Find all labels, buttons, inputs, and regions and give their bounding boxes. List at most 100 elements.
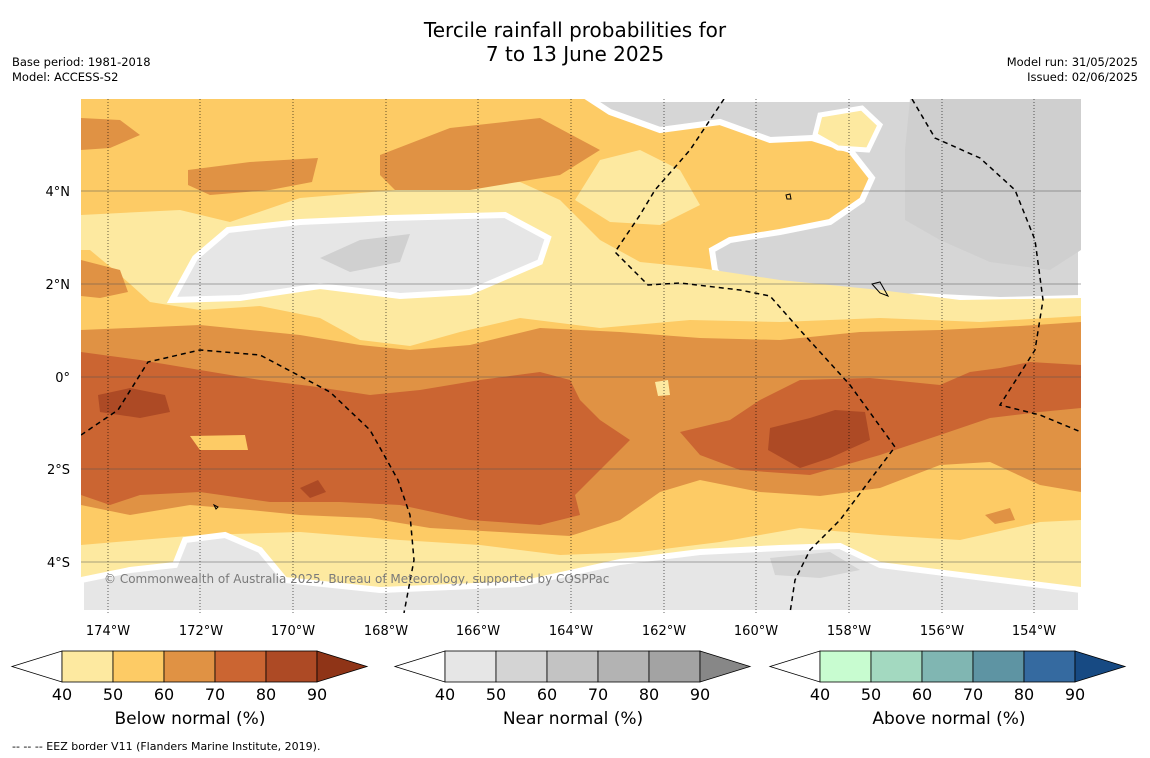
near-normal-core-north <box>905 99 1081 270</box>
lat-label-2s: 2°S <box>47 463 70 478</box>
colorbar-segment <box>819 650 872 683</box>
colorbar-title-above: Above normal (%) <box>872 709 1026 729</box>
islands <box>212 193 890 510</box>
colorbar-segment <box>61 650 114 683</box>
colorbar-tick-label: 80 <box>256 685 276 704</box>
colorbar-tick-label: 50 <box>486 685 506 704</box>
run-info: Model run: 31/05/2025 Issued: 02/06/2025 <box>1007 55 1138 85</box>
lat-label-4s: 4°S <box>47 556 70 571</box>
eez-border-west <box>81 349 415 613</box>
below-70-patch-n1 <box>188 158 318 195</box>
near-normal-core-west <box>320 234 410 272</box>
lat-label-0: 0° <box>55 371 70 386</box>
colorbar-above-normal: 40 50 60 70 80 90 <box>768 650 1127 704</box>
island-1 <box>871 281 890 297</box>
colorbar-left-arrow <box>393 650 446 683</box>
colorbar-segment <box>870 650 923 683</box>
lon-label-164w: 164°W <box>549 624 593 639</box>
eez-border-east <box>614 99 896 613</box>
below-normal-island <box>812 105 884 153</box>
colorbar-tick-label: 70 <box>205 685 225 704</box>
colorbar-near-normal: 40 50 60 70 80 90 <box>393 650 752 704</box>
latitude-gridlines <box>81 190 1081 563</box>
island-2 <box>785 193 792 200</box>
title-line-2: 7 to 13 June 2025 <box>485 42 665 66</box>
colorbar-segment <box>265 650 318 683</box>
colorbar-tick-label: 90 <box>1065 685 1085 704</box>
lat-label-4n: 4°N <box>46 185 71 200</box>
near-normal-core-south <box>770 552 860 578</box>
colorbar-tick-label: 90 <box>690 685 710 704</box>
colorbar-tick-label: 70 <box>588 685 608 704</box>
below-70-patch-n2 <box>380 118 600 190</box>
below-50-dot <box>655 380 670 396</box>
colorbar-segment <box>1023 650 1076 683</box>
colorbar-segment <box>648 650 701 683</box>
lon-label-166w: 166°W <box>456 624 500 639</box>
colorbar-tick-label: 40 <box>810 685 830 704</box>
colorbar-right-arrow <box>699 650 752 683</box>
below-90-patch-1 <box>98 388 170 418</box>
copyright-text: © Commonwealth of Australia 2025, Bureau… <box>104 572 609 586</box>
eez-legend-note: -- -- -- EEZ border V11 (Flanders Marine… <box>12 740 321 753</box>
colorbar-tick-label: 60 <box>912 685 932 704</box>
lon-label-172w: 172°W <box>179 624 223 639</box>
lon-label-154w: 154°W <box>1012 624 1056 639</box>
latitude-labels: 4°N 2°N 0° 2°S 4°S <box>46 185 71 571</box>
map-title: Tercile rainfall probabilities for 7 to … <box>0 18 1150 66</box>
model-info: Base period: 1981-2018 Model: ACCESS-S2 <box>12 55 151 85</box>
eez-border-far-east <box>911 99 1081 433</box>
lon-label-174w: 174°W <box>86 624 130 639</box>
below-60-patch <box>190 435 248 450</box>
lon-label-170w: 170°W <box>271 624 315 639</box>
lat-label-2n: 2°N <box>46 278 71 293</box>
longitude-labels: 174°W 172°W 170°W 168°W 166°W 164°W 162°… <box>86 624 1056 639</box>
colorbar-tick-label: 50 <box>861 685 881 704</box>
below-70-patch-w <box>81 260 128 298</box>
colorbar-tick-label: 50 <box>103 685 123 704</box>
below-90-patch-2 <box>768 410 870 468</box>
colorbar-segment <box>546 650 599 683</box>
island-3 <box>212 503 219 510</box>
colorbar-tick-label: 40 <box>52 685 72 704</box>
colorbar-left-arrow <box>10 650 63 683</box>
colorbar-segment <box>972 650 1025 683</box>
issued-date: Issued: 02/06/2025 <box>1027 70 1138 84</box>
colorbar-tick-label: 70 <box>963 685 983 704</box>
colorbar-right-arrow <box>1074 650 1127 683</box>
colorbar-tick-label: 60 <box>154 685 174 704</box>
colorbar-segment <box>597 650 650 683</box>
below-70-patch-nw <box>81 118 140 150</box>
model-name: Model: ACCESS-S2 <box>12 70 119 84</box>
colorbar-segment <box>495 650 548 683</box>
colorbar-tick-label: 80 <box>1014 685 1034 704</box>
colorbar-segment <box>163 650 216 683</box>
colorbar-tick-label: 60 <box>537 685 557 704</box>
colorbar-right-arrow <box>316 650 369 683</box>
colorbar-tick-label: 80 <box>639 685 659 704</box>
lon-label-168w: 168°W <box>364 624 408 639</box>
lon-label-162w: 162°W <box>642 624 686 639</box>
title-line-1: Tercile rainfall probabilities for <box>423 18 727 42</box>
eez-borders <box>81 99 1081 613</box>
below-80-core-west <box>81 352 630 525</box>
lon-label-160w: 160°W <box>734 624 778 639</box>
below-70-patch-se <box>985 508 1015 524</box>
colorbar-below-normal: 40 50 60 70 80 90 <box>10 650 369 704</box>
lon-label-158w: 158°W <box>827 624 871 639</box>
lon-label-156w: 156°W <box>920 624 964 639</box>
below-90-patch-3 <box>300 480 326 498</box>
colorbar-segment <box>112 650 165 683</box>
colorbar-tick-label: 40 <box>435 685 455 704</box>
probability-field <box>81 99 1081 613</box>
colorbar-title-near: Near normal (%) <box>502 709 644 729</box>
colorbar-title-below: Below normal (%) <box>114 709 266 729</box>
colorbar-tick-label: 90 <box>307 685 327 704</box>
model-run: Model run: 31/05/2025 <box>1006 55 1138 69</box>
colorbar-segment <box>214 650 267 683</box>
colorbar-left-arrow <box>768 650 821 683</box>
base-period: Base period: 1981-2018 <box>12 55 151 69</box>
below-normal-tongue <box>575 150 700 225</box>
colorbar-segment <box>921 650 974 683</box>
